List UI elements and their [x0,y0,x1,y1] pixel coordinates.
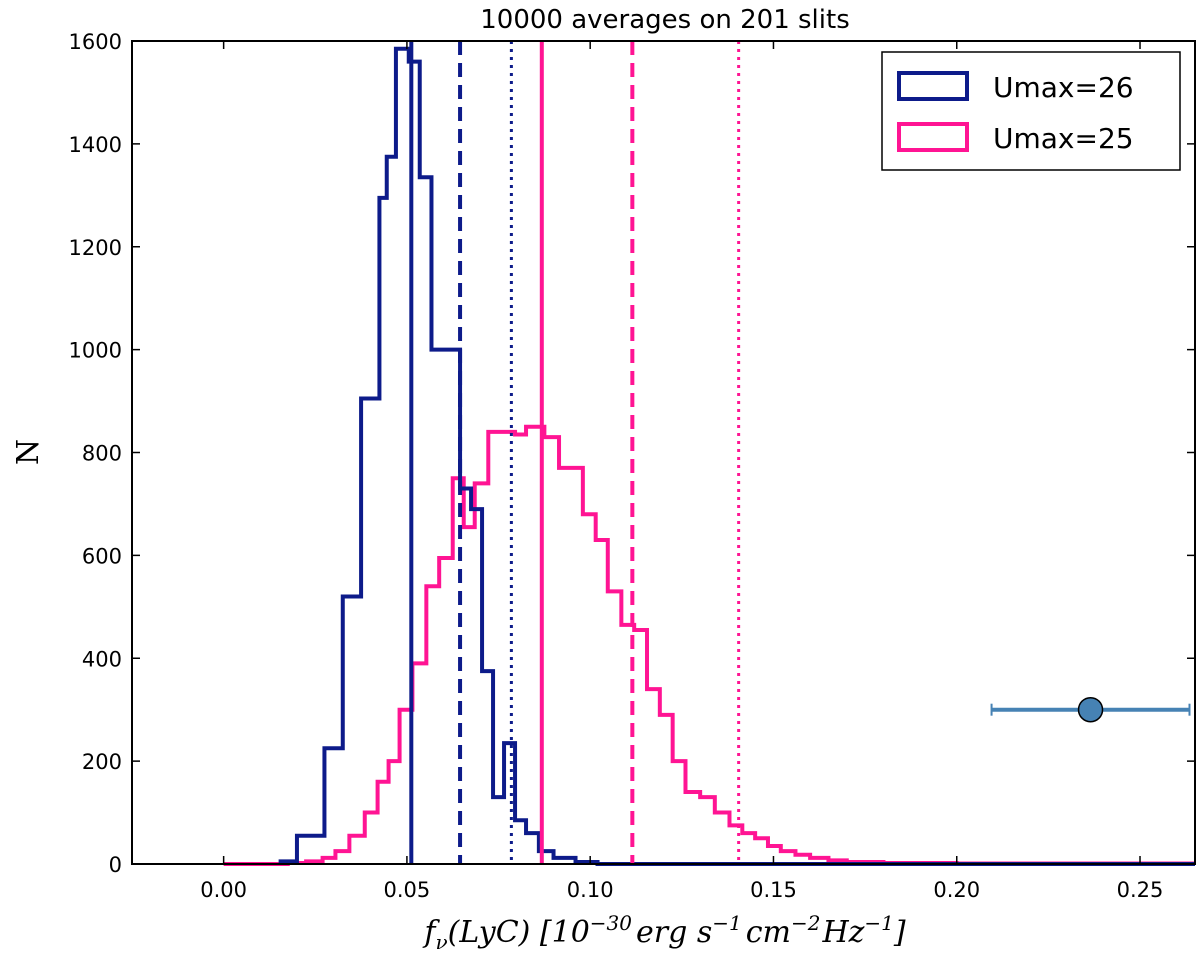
x-tick-label: 0.00 [200,878,247,902]
y-axis-label: N [11,439,46,465]
x-tick-label: 0.10 [567,878,614,902]
plot-area [223,46,1195,866]
x-tick-label: 0.25 [1117,878,1164,902]
chart-title: 10000 averages on 201 slits [480,5,850,35]
errorbar-point [990,696,1191,723]
y-tick-label: 600 [82,544,122,568]
legend-label-umax25: Umax=25 [993,122,1134,155]
legend-swatch-umax26 [897,71,969,101]
x-axis-ticks: 0.00 0.05 0.10 0.15 0.20 0.25 [200,41,1163,902]
y-tick-label: 1200 [69,236,122,260]
x-tick-label: 0.20 [933,878,980,902]
y-tick-label: 1400 [69,133,122,157]
x-axis-label: fν(LyC) [10−30 erg s−1 cm−2Hz−1] [422,911,906,954]
y-tick-label: 0 [109,853,122,877]
y-axis-ticks: 0 200 400 600 800 1000 1200 1400 1600 [69,30,1195,877]
y-tick-label: 1600 [69,30,122,54]
legend-label-umax26: Umax=26 [993,71,1134,104]
legend: Umax=26 Umax=25 [881,51,1181,171]
y-tick-label: 200 [82,750,122,774]
legend-swatch-umax25 [897,122,969,152]
y-tick-label: 400 [82,647,122,671]
y-tick-label: 800 [82,442,122,466]
statistic-lines [409,41,741,864]
histogram-umax25 [223,424,1195,866]
x-tick-label: 0.05 [384,878,431,902]
y-tick-label: 1000 [69,339,122,363]
histogram-umax26 [278,46,1195,866]
x-tick-label: 0.15 [750,878,797,902]
errorbar-marker [1077,696,1104,723]
